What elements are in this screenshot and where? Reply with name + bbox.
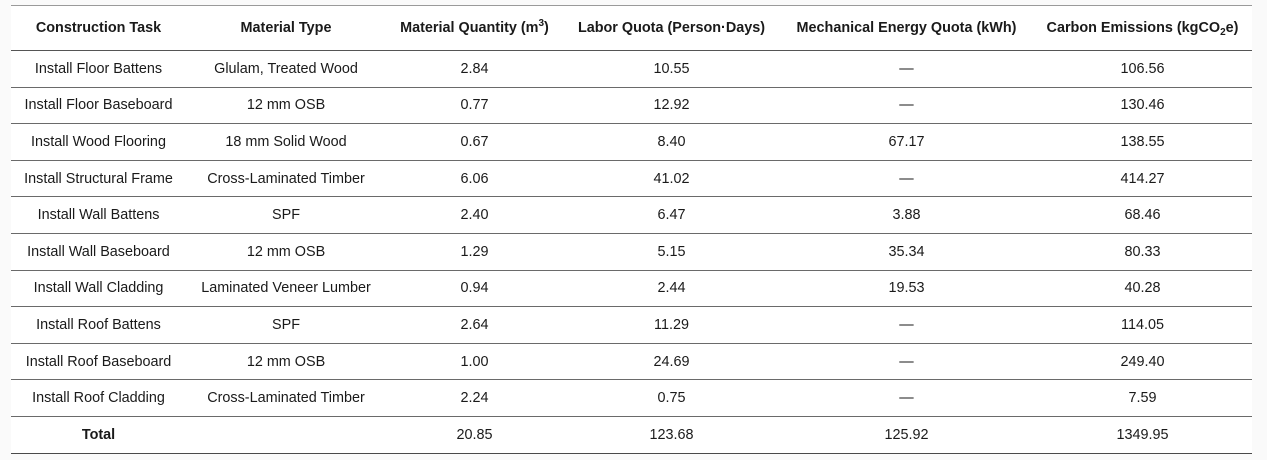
cell-labor: 5.15 [563, 233, 780, 271]
cell-labor: 6.47 [563, 196, 780, 234]
header-material: Material Type [186, 5, 386, 51]
cell-labor: 0.75 [563, 379, 780, 417]
table-container: Construction Task Material Type Material… [11, 5, 1252, 454]
cell-material: SPF [186, 196, 386, 234]
table-row: Install Floor Battens Glulam, Treated Wo… [11, 50, 1252, 88]
cell-energy: 19.53 [780, 270, 1033, 308]
cell-energy: — [780, 160, 1033, 198]
cell-material: 12 mm OSB [186, 343, 386, 381]
cell-labor: 41.02 [563, 160, 780, 198]
cell-carbon: 80.33 [1033, 233, 1252, 271]
total-quantity: 20.85 [386, 416, 563, 454]
construction-carbon-table: Construction Task Material Type Material… [11, 5, 1252, 454]
cell-carbon: 7.59 [1033, 379, 1252, 417]
cell-task: Install Wood Flooring [11, 123, 186, 161]
cell-carbon: 130.46 [1033, 87, 1252, 125]
cell-material: Laminated Veneer Lumber [186, 270, 386, 308]
table-row: Install Structural Frame Cross-Laminated… [11, 160, 1252, 198]
table-row: Install Wall Battens SPF 2.40 6.47 3.88 … [11, 196, 1252, 234]
cell-quantity: 0.94 [386, 270, 563, 308]
cell-material: SPF [186, 306, 386, 344]
header-energy: Mechanical Energy Quota (kWh) [780, 5, 1033, 51]
header-task: Construction Task [11, 5, 186, 51]
cell-labor: 11.29 [563, 306, 780, 344]
header-quantity-text: Material Quantity (m [400, 20, 539, 36]
cell-task: Install Wall Battens [11, 196, 186, 234]
cell-quantity: 1.29 [386, 233, 563, 271]
cell-energy: — [780, 343, 1033, 381]
cell-labor: 24.69 [563, 343, 780, 381]
total-carbon: 1349.95 [1033, 416, 1252, 454]
header-carbon-close: e) [1225, 20, 1239, 36]
table-row: Install Wall Cladding Laminated Veneer L… [11, 270, 1252, 308]
cell-quantity: 2.64 [386, 306, 563, 344]
cell-task: Install Floor Baseboard [11, 87, 186, 125]
cell-quantity: 2.40 [386, 196, 563, 234]
table-row: Install Wall Baseboard 12 mm OSB 1.29 5.… [11, 233, 1252, 271]
cell-energy: 35.34 [780, 233, 1033, 271]
cell-energy: — [780, 379, 1033, 417]
cell-task: Install Roof Cladding [11, 379, 186, 417]
cell-quantity: 2.84 [386, 50, 563, 88]
cell-material: 18 mm Solid Wood [186, 123, 386, 161]
cell-carbon: 40.28 [1033, 270, 1252, 308]
cell-energy: 67.17 [780, 123, 1033, 161]
cell-labor: 12.92 [563, 87, 780, 125]
header-labor: Labor Quota (Person·Days) [563, 5, 780, 51]
header-carbon: Carbon Emissions (kgCO2e) [1033, 5, 1252, 51]
header-carbon-sub: 2 [1220, 27, 1226, 38]
cell-carbon: 114.05 [1033, 306, 1252, 344]
cell-task: Install Roof Baseboard [11, 343, 186, 381]
table-row: Install Wood Flooring 18 mm Solid Wood 0… [11, 123, 1252, 161]
cell-energy: — [780, 87, 1033, 125]
cell-quantity: 1.00 [386, 343, 563, 381]
cell-material: Cross-Laminated Timber [186, 160, 386, 198]
cell-material: 12 mm OSB [186, 233, 386, 271]
header-carbon-text: Carbon Emissions (kgCO [1046, 20, 1221, 36]
table-row: Install Roof Baseboard 12 mm OSB 1.00 24… [11, 343, 1252, 381]
header-row: Construction Task Material Type Material… [11, 5, 1252, 51]
cell-task: Install Structural Frame [11, 160, 186, 198]
header-quantity-sup: 3 [538, 18, 545, 29]
cell-labor: 10.55 [563, 50, 780, 88]
cell-quantity: 0.67 [386, 123, 563, 161]
cell-carbon: 414.27 [1033, 160, 1252, 198]
cell-energy: — [780, 50, 1033, 88]
table-row: Install Roof Cladding Cross-Laminated Ti… [11, 379, 1252, 417]
header-quantity-close: ) [544, 20, 549, 36]
cell-quantity: 2.24 [386, 379, 563, 417]
cell-material: Glulam, Treated Wood [186, 50, 386, 88]
cell-energy: 3.88 [780, 196, 1033, 234]
cell-material: Cross-Laminated Timber [186, 379, 386, 417]
total-material [186, 416, 386, 454]
table-row: Install Roof Battens SPF 2.64 11.29 — 11… [11, 306, 1252, 344]
cell-carbon: 138.55 [1033, 123, 1252, 161]
cell-task: Install Roof Battens [11, 306, 186, 344]
table-row: Install Floor Baseboard 12 mm OSB 0.77 1… [11, 87, 1252, 125]
cell-task: Install Wall Baseboard [11, 233, 186, 271]
cell-quantity: 0.77 [386, 87, 563, 125]
cell-task: Install Floor Battens [11, 50, 186, 88]
cell-labor: 8.40 [563, 123, 780, 161]
total-label: Total [11, 416, 186, 454]
cell-carbon: 106.56 [1033, 50, 1252, 88]
cell-task: Install Wall Cladding [11, 270, 186, 308]
cell-labor: 2.44 [563, 270, 780, 308]
total-energy: 125.92 [780, 416, 1033, 454]
cell-carbon: 249.40 [1033, 343, 1252, 381]
header-quantity: Material Quantity (m3) [386, 5, 563, 51]
total-labor: 123.68 [563, 416, 780, 454]
cell-energy: — [780, 306, 1033, 344]
cell-material: 12 mm OSB [186, 87, 386, 125]
total-row: Total 20.85 123.68 125.92 1349.95 [11, 416, 1252, 454]
cell-quantity: 6.06 [386, 160, 563, 198]
cell-carbon: 68.46 [1033, 196, 1252, 234]
